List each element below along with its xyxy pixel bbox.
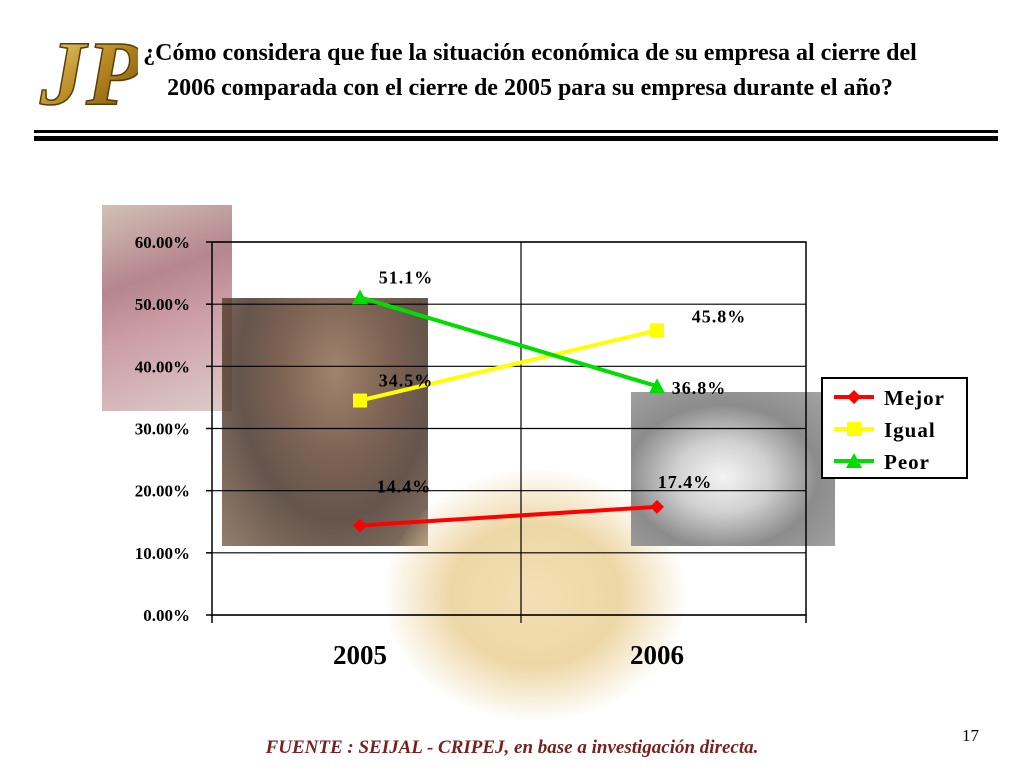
chart-series: 14.4% 17.4% 34.5% 45.8% 51.1% 36.8% bbox=[352, 267, 747, 533]
data-point-mejor bbox=[650, 499, 664, 514]
series-line-igual bbox=[359, 328, 658, 403]
source-note: FUENTE : SEIJAL - CRIPEJ, en base a inve… bbox=[265, 737, 759, 758]
background-photo-woman-portrait bbox=[222, 298, 428, 546]
y-tick-label: 40.00% bbox=[135, 357, 190, 376]
legend-marker-mejor bbox=[847, 390, 861, 404]
data-point-peor bbox=[649, 378, 665, 394]
y-tick-label: 50.00% bbox=[135, 295, 190, 314]
legend-label: Igual bbox=[884, 418, 936, 442]
data-point-igual bbox=[650, 323, 664, 338]
series-line-peor bbox=[359, 295, 658, 389]
slide-title: ¿Cómo considera que fue la situación eco… bbox=[143, 40, 917, 101]
data-label: 34.5% bbox=[379, 371, 434, 391]
title-rule-thick bbox=[34, 136, 998, 141]
data-label: 14.4% bbox=[377, 476, 432, 496]
legend-label: Mejor bbox=[884, 386, 945, 410]
data-point-igual bbox=[353, 393, 367, 408]
data-point-mejor bbox=[353, 518, 367, 533]
legend-marker-peor bbox=[846, 453, 862, 468]
chart-grid bbox=[211, 241, 807, 623]
y-tick-label: 0.00% bbox=[143, 606, 190, 625]
x-tick-label: 2005 bbox=[333, 640, 387, 670]
y-tick-label: 60.00% bbox=[135, 233, 190, 252]
jp-logo: JP bbox=[38, 21, 138, 116]
y-tick-label: 20.00% bbox=[135, 482, 190, 501]
data-label: 36.8% bbox=[672, 378, 727, 398]
data-label: 51.1% bbox=[379, 267, 434, 287]
x-tick-label: 2006 bbox=[630, 640, 684, 670]
y-tick-label: 10.00% bbox=[135, 544, 190, 563]
legend-marker-igual bbox=[847, 422, 861, 436]
title-rule-thin bbox=[34, 130, 998, 133]
chart-axes: 0.00% 10.00% 20.00% 30.00% 40.00% 50.00% 60.00… bbox=[135, 233, 807, 670]
background-photo-grayscale bbox=[631, 392, 835, 546]
chart-legend: Mejor Igual Peor bbox=[821, 377, 968, 479]
legend-label: Peor bbox=[884, 450, 930, 474]
background-photo-woman-red bbox=[102, 205, 232, 411]
logo-lettering: JP bbox=[39, 22, 138, 116]
page-number: 17 bbox=[962, 726, 979, 745]
y-tick-label: 30.00% bbox=[135, 420, 190, 439]
data-point-peor bbox=[352, 289, 368, 305]
data-label: 45.8% bbox=[692, 306, 747, 326]
series-line-mejor bbox=[359, 504, 658, 528]
data-label: 17.4% bbox=[658, 472, 713, 492]
